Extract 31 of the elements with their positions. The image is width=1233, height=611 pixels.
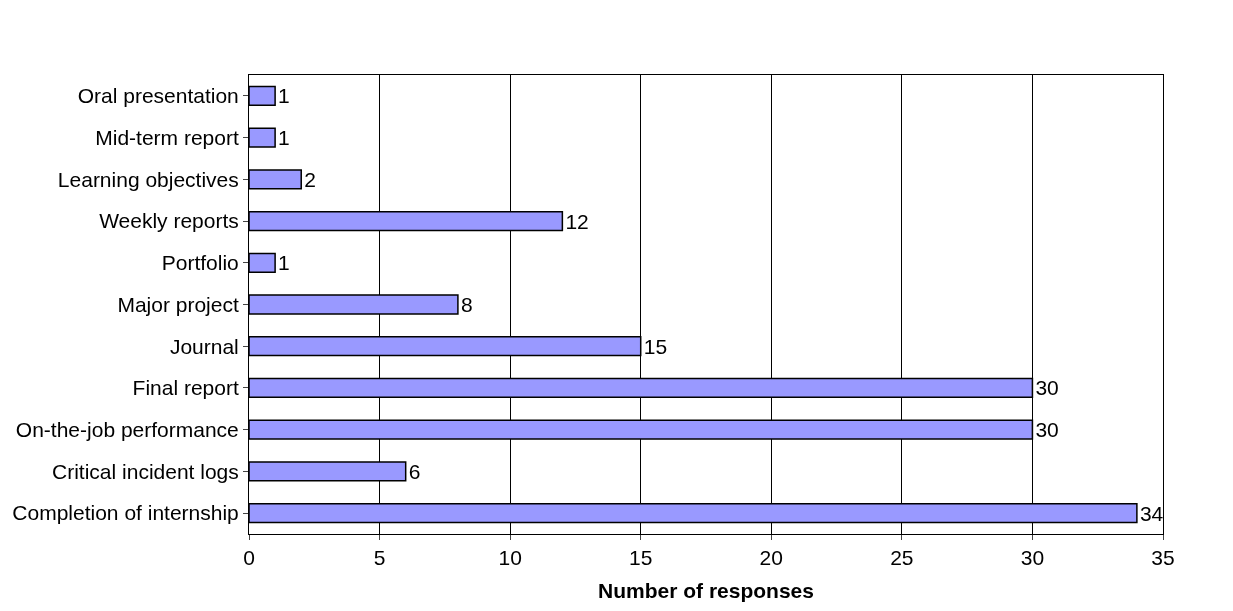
x-axis-title: Number of responses [598, 579, 814, 603]
data-label: 12 [565, 209, 589, 233]
data-label: 30 [1035, 376, 1059, 400]
y-tick-label: Journal [169, 334, 239, 358]
data-label: 34 [1139, 501, 1164, 525]
x-tick-label: 10 [498, 546, 522, 570]
x-tick-label: 5 [373, 546, 386, 570]
x-tick-label: 20 [759, 546, 783, 570]
data-label: 2 [304, 167, 316, 191]
y-tick-label: Portfolio [161, 251, 239, 275]
x-tick-label: 35 [1151, 546, 1175, 570]
y-tick-label: Completion of internship [12, 501, 239, 525]
y-tick-label: Critical incident logs [52, 459, 239, 483]
data-label: 6 [408, 459, 421, 483]
y-tick-label: Final report [132, 376, 239, 400]
y-tick-label: Learning objectives [57, 167, 239, 191]
data-label: 1 [278, 126, 290, 150]
x-tick-label: 30 [1020, 546, 1045, 570]
data-label: 15 [643, 334, 668, 358]
y-tick-label: Major project [117, 292, 239, 316]
x-tick-label: 0 [243, 546, 255, 570]
y-tick-label: Oral presentation [77, 84, 239, 108]
y-tick-label: Mid-term report [95, 125, 239, 149]
y-tick-label: On-the-job performance [15, 418, 239, 442]
data-label: 1 [278, 251, 290, 275]
x-tick-label: 25 [890, 546, 914, 570]
x-tick-label: 15 [629, 546, 653, 570]
data-label: 1 [278, 84, 290, 108]
y-tick-label: Weekly reports [99, 209, 239, 233]
data-label: 8 [460, 293, 473, 316]
data-label: 30 [1035, 418, 1059, 442]
